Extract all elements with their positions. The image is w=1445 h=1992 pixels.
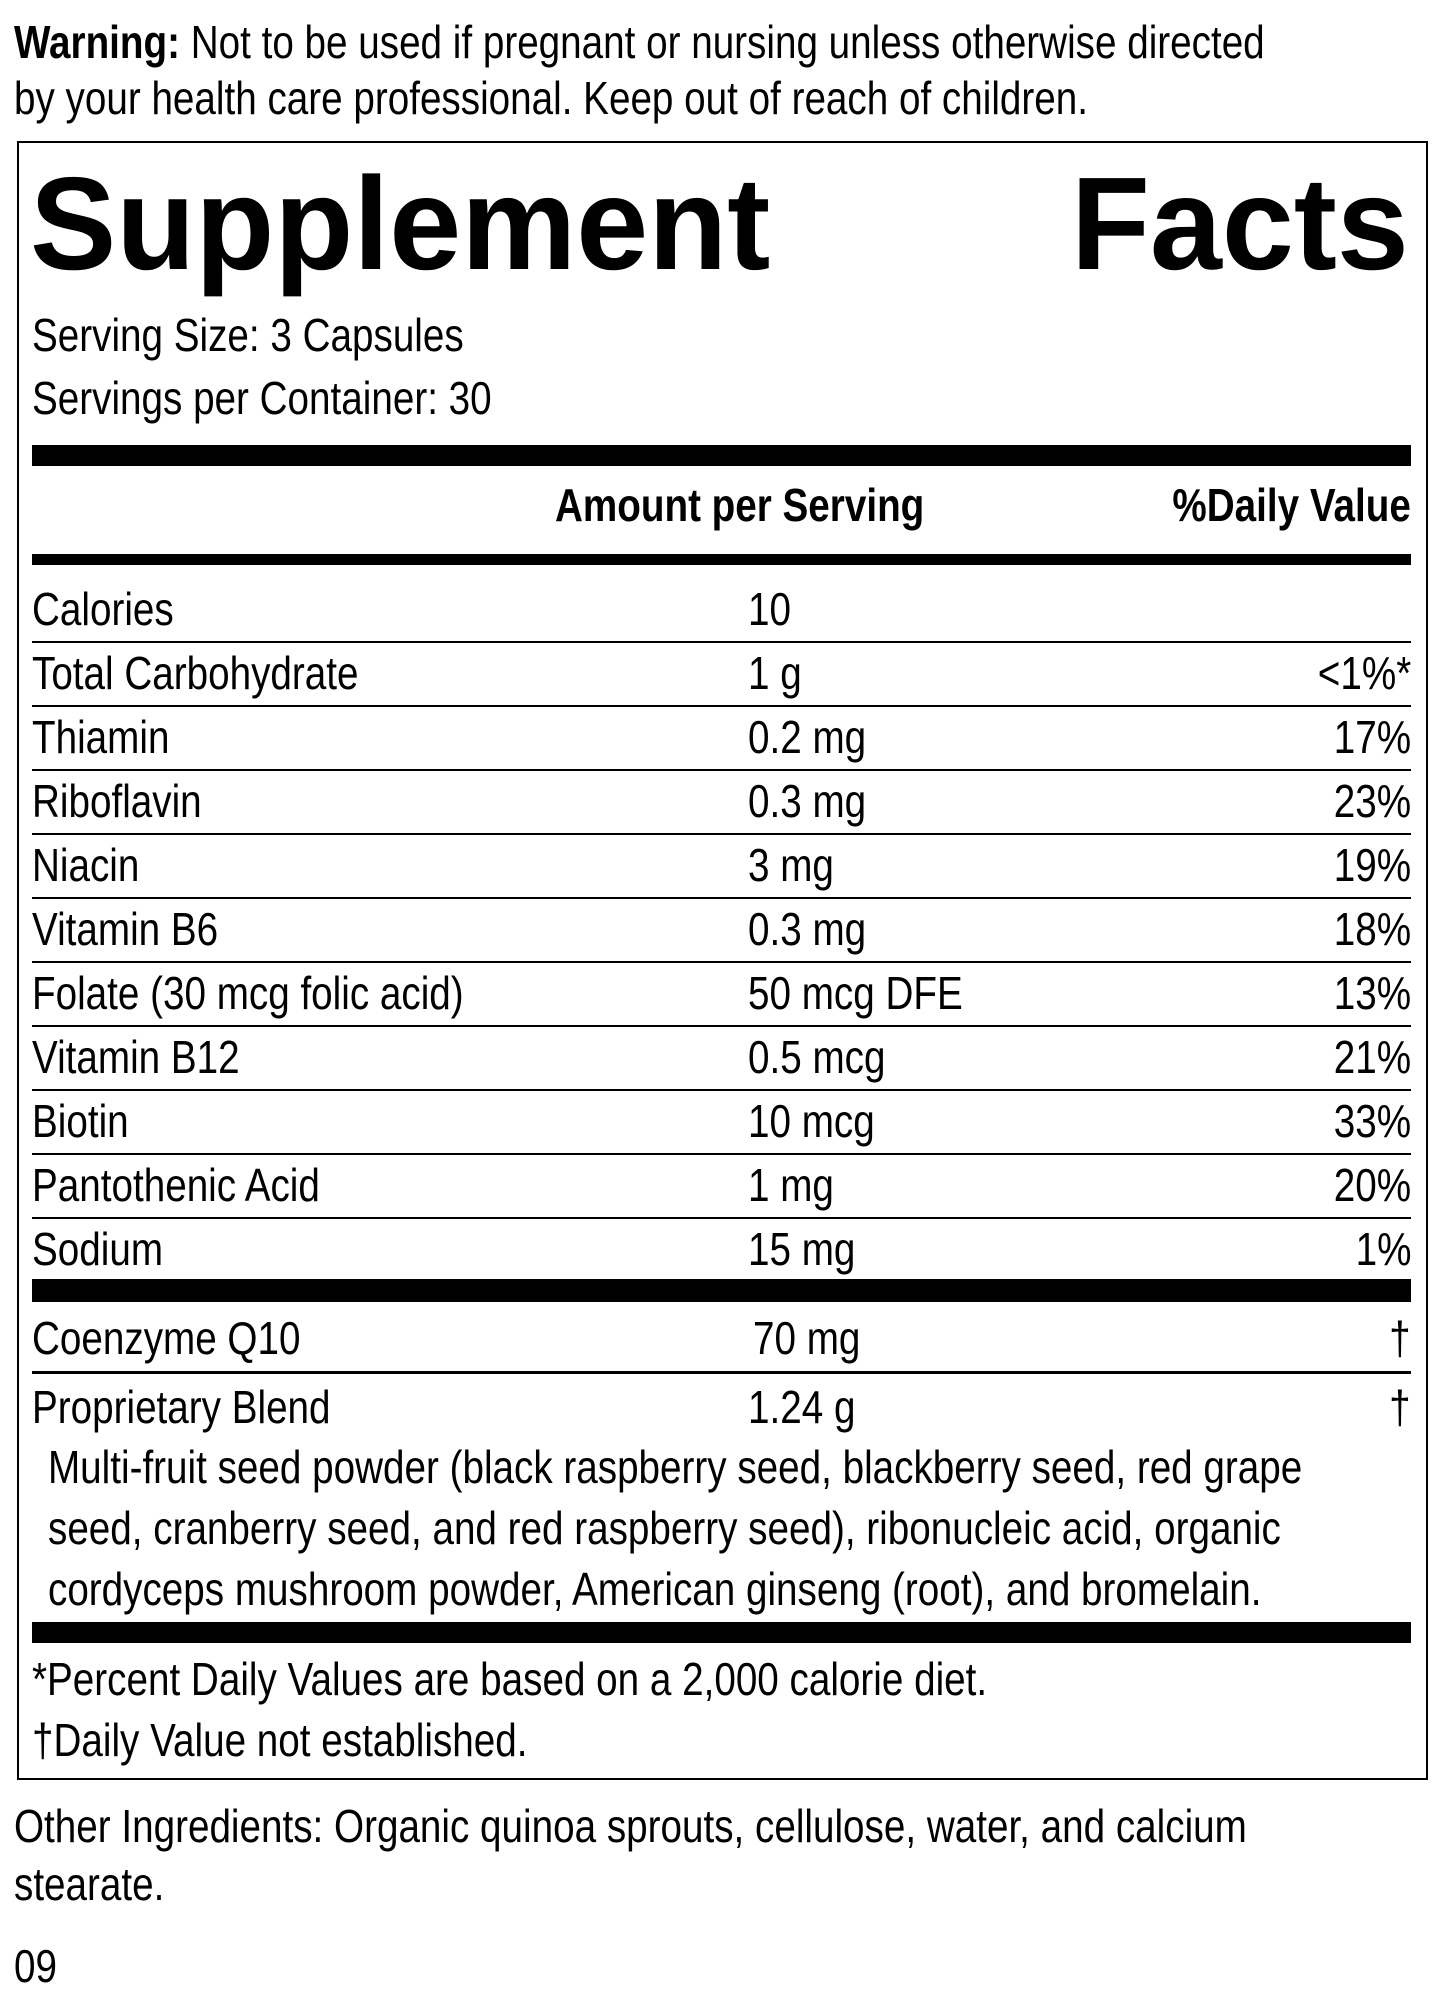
coq10-amount: 70 mg — [753, 1312, 861, 1364]
warning-label: Warning: — [14, 16, 180, 68]
nutrient-amount: 0.3 mg — [748, 903, 867, 955]
title-facts: Facts — [1071, 150, 1409, 297]
row-divider — [32, 1217, 1411, 1219]
nutrient-name: Sodium — [32, 1223, 164, 1275]
header-daily-value: %Daily Value — [1172, 479, 1411, 531]
nutrient-daily-value: 13% — [1333, 967, 1411, 1019]
footnote-dagger: †Daily Value not established. — [32, 1714, 528, 1766]
footnote-percent: *Percent Daily Values are based on a 2,0… — [32, 1653, 988, 1705]
title-supplement: Supplement — [30, 150, 771, 297]
servings-per-container: Servings per Container: 30 — [32, 372, 492, 424]
nutrient-daily-value: 17% — [1333, 711, 1411, 763]
nutrient-daily-value: <1%* — [1317, 647, 1411, 699]
nutrient-name: Calories — [32, 583, 174, 635]
blend-dv: † — [1389, 1381, 1411, 1433]
thick-divider — [32, 445, 1411, 466]
blend-desc-line: cordyceps mushroom powder, American gins… — [48, 1563, 1262, 1615]
nutrient-amount: 50 mcg DFE — [748, 967, 963, 1019]
thick-divider — [32, 1279, 1411, 1302]
warning-line-1: Warning: Not to be used if pregnant or n… — [14, 19, 1265, 65]
coq10-dv: † — [1389, 1312, 1411, 1364]
nutrient-name: Folate (30 mcg folic acid) — [32, 967, 464, 1019]
nutrient-name: Pantothenic Acid — [32, 1159, 320, 1211]
nutrient-name: Niacin — [32, 839, 140, 891]
nutrient-daily-value: 18% — [1333, 903, 1411, 955]
coq10-name: Coenzyme Q10 — [32, 1312, 301, 1364]
nutrient-daily-value: 21% — [1333, 1031, 1411, 1083]
product-code: 09 — [14, 1940, 57, 1992]
nutrient-name: Vitamin B12 — [32, 1031, 240, 1083]
nutrient-amount: 10 — [748, 583, 791, 635]
row-divider — [32, 961, 1411, 963]
row-divider — [32, 641, 1411, 643]
header-amount: Amount per Serving — [555, 479, 925, 531]
thick-divider — [32, 1622, 1411, 1643]
nutrient-daily-value: 20% — [1333, 1159, 1411, 1211]
nutrient-amount: 15 mg — [748, 1223, 856, 1275]
nutrient-amount: 10 mcg — [748, 1095, 875, 1147]
nutrient-name: Vitamin B6 — [32, 903, 219, 955]
serving-size: Serving Size: 3 Capsules — [32, 309, 464, 361]
blend-desc-line: seed, cranberry seed, and red raspberry … — [48, 1502, 1281, 1554]
blend-desc-line: Multi-fruit seed powder (black raspberry… — [48, 1441, 1303, 1493]
row-divider — [32, 1153, 1411, 1155]
nutrient-amount: 3 mg — [748, 839, 834, 891]
nutrient-daily-value: 33% — [1333, 1095, 1411, 1147]
nutrient-amount: 0.3 mg — [748, 775, 867, 827]
row-divider — [32, 1089, 1411, 1091]
nutrient-amount: 1 mg — [748, 1159, 834, 1211]
nutrient-amount: 0.2 mg — [748, 711, 867, 763]
nutrient-amount: 1 g — [748, 647, 802, 699]
row-divider — [32, 1371, 1411, 1374]
other-ingredients-line: Other Ingredients: Organic quinoa sprout… — [14, 1800, 1247, 1852]
row-divider — [32, 705, 1411, 707]
nutrient-name: Riboflavin — [32, 775, 202, 827]
warning-text: Not to be used if pregnant or nursing un… — [190, 16, 1265, 68]
nutrient-name: Biotin — [32, 1095, 129, 1147]
nutrient-daily-value: 1% — [1355, 1223, 1411, 1275]
nutrient-amount: 0.5 mcg — [748, 1031, 886, 1083]
row-divider — [32, 769, 1411, 771]
nutrient-name: Thiamin — [32, 711, 170, 763]
row-divider — [32, 897, 1411, 899]
nutrient-daily-value: 19% — [1333, 839, 1411, 891]
row-divider — [32, 1025, 1411, 1027]
nutrient-daily-value: 23% — [1333, 775, 1411, 827]
medium-divider — [32, 554, 1411, 565]
nutrient-name: Total Carbohydrate — [32, 647, 359, 699]
blend-name: Proprietary Blend — [32, 1381, 331, 1433]
row-divider — [32, 833, 1411, 835]
supplement-facts-panel — [17, 141, 1428, 1780]
warning-line-2: by your health care professional. Keep o… — [14, 72, 1088, 124]
blend-amount: 1.24 g — [748, 1381, 856, 1433]
other-ingredients-line: stearate. — [14, 1858, 165, 1910]
